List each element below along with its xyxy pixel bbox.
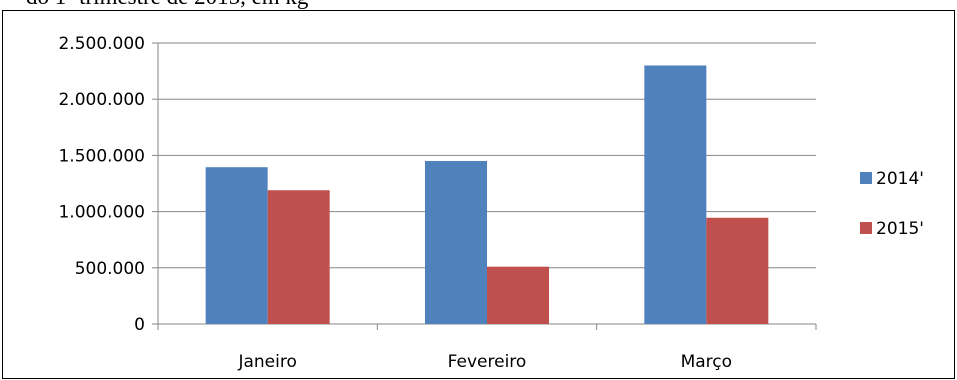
legend-label: 2014' — [876, 169, 924, 189]
bar-2-1 — [267, 190, 330, 324]
y-tick-label: 1.500.000 — [58, 146, 145, 166]
bar-1-1 — [205, 167, 268, 324]
y-tick-label: 0 — [134, 315, 145, 335]
bar-2-2 — [487, 266, 549, 324]
figure-caption: do 1º trimestre de 2015, em kg — [26, 0, 308, 10]
legend-swatch — [860, 172, 872, 184]
y-tick-label: 500.000 — [75, 259, 145, 279]
legend-swatch — [860, 222, 872, 234]
bar-1-3 — [644, 65, 707, 324]
x-category-label: Janeiro — [237, 352, 296, 372]
x-category-label: Fevereiro — [448, 352, 527, 372]
bar-1-2 — [425, 161, 487, 324]
bar-2-3 — [706, 217, 769, 324]
y-tick-label: 2.500.000 — [58, 34, 145, 54]
legend-label: 2015' — [876, 219, 924, 239]
y-tick-label: 2.000.000 — [58, 90, 145, 110]
y-tick-label: 1.000.000 — [58, 203, 145, 223]
x-category-label: Março — [681, 352, 732, 372]
